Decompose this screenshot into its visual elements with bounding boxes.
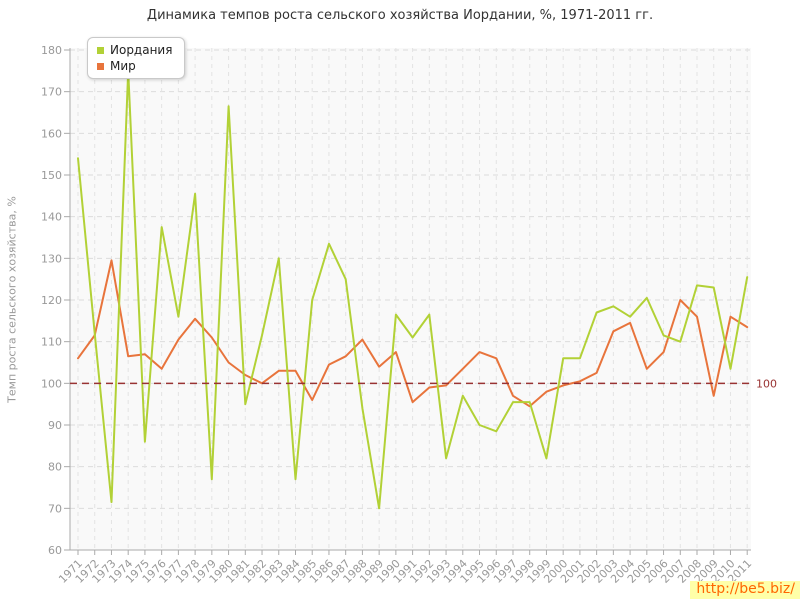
- world-series-line: [77, 259, 749, 408]
- legend-label-jordan: Иордания: [110, 43, 173, 57]
- jordan-series-line: [77, 69, 749, 510]
- y-tick-label: 120: [41, 294, 62, 307]
- y-tick-label: 130: [41, 252, 62, 265]
- legend-box: Иордания Мир: [87, 37, 186, 79]
- legend-item-jordan: Иордания: [97, 42, 172, 58]
- y-tick-label: 160: [41, 127, 62, 140]
- y-tick-label: 100: [41, 377, 62, 390]
- reference-line-label: 100: [756, 377, 777, 390]
- watermark-link[interactable]: http://be5.biz/: [690, 581, 800, 599]
- legend-item-world: Мир: [97, 58, 172, 74]
- y-tick-label: 60: [48, 544, 62, 557]
- y-tick-label: 170: [41, 86, 62, 99]
- y-tick-label: 70: [48, 502, 62, 515]
- chart-title: Динамика темпов роста сельского хозяйств…: [146, 8, 654, 23]
- legend-swatch-jordan-icon: [97, 46, 104, 54]
- y-tick-label: 80: [48, 461, 62, 474]
- legend-swatch-world-icon: [97, 62, 104, 70]
- y-tick-label: 90: [48, 419, 62, 432]
- plot-background: [70, 48, 751, 550]
- y-tick-label: 180: [41, 44, 62, 57]
- legend-label-world: Мир: [110, 59, 136, 73]
- y-tick-label: 140: [41, 211, 62, 224]
- y-tick-label: 150: [41, 169, 62, 182]
- y-tick-label: 110: [41, 336, 62, 349]
